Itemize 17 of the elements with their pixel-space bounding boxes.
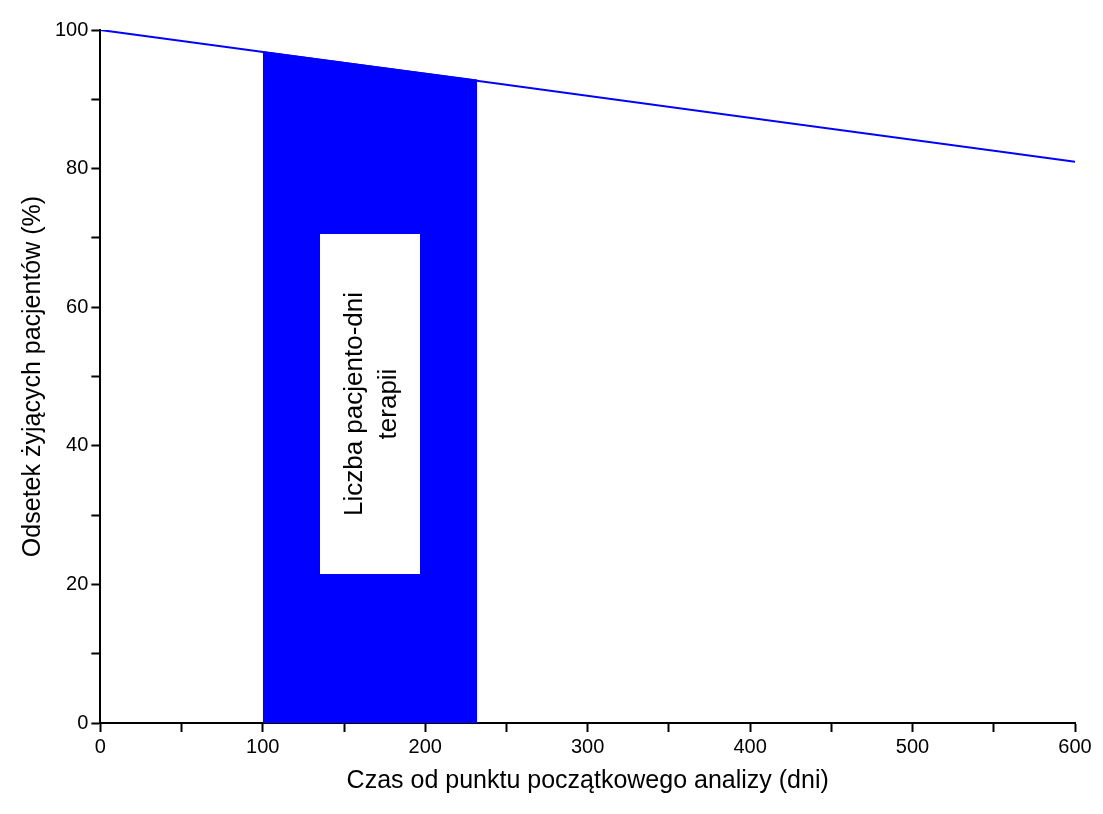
x-tick-label: 600 — [1058, 734, 1092, 757]
x-axis-title: Czas od punktu początkowego analizy (dni) — [346, 764, 829, 793]
x-tick-label: 100 — [246, 734, 280, 757]
label-box: Liczba pacjento-dni terapii — [320, 234, 420, 575]
x-tick-label: 400 — [733, 734, 767, 757]
x-tick-label: 300 — [571, 734, 605, 757]
y-tick-label: 80 — [66, 156, 89, 179]
y-tick-label: 0 — [77, 710, 89, 733]
annotation: Liczba pacjento-dni terapii — [337, 291, 403, 519]
x-tick-label: 500 — [895, 734, 930, 757]
y-tick-label: 20 — [66, 571, 89, 594]
y-tick-label: 100 — [54, 17, 89, 40]
y-tick-label: 60 — [66, 294, 89, 317]
x-tick-label: 0 — [94, 734, 106, 757]
y-tick-label: 40 — [66, 433, 89, 456]
x-tick-label: 200 — [408, 734, 442, 757]
y-axis-title: Odsetek żyjących pacjentów (%) — [16, 195, 45, 558]
